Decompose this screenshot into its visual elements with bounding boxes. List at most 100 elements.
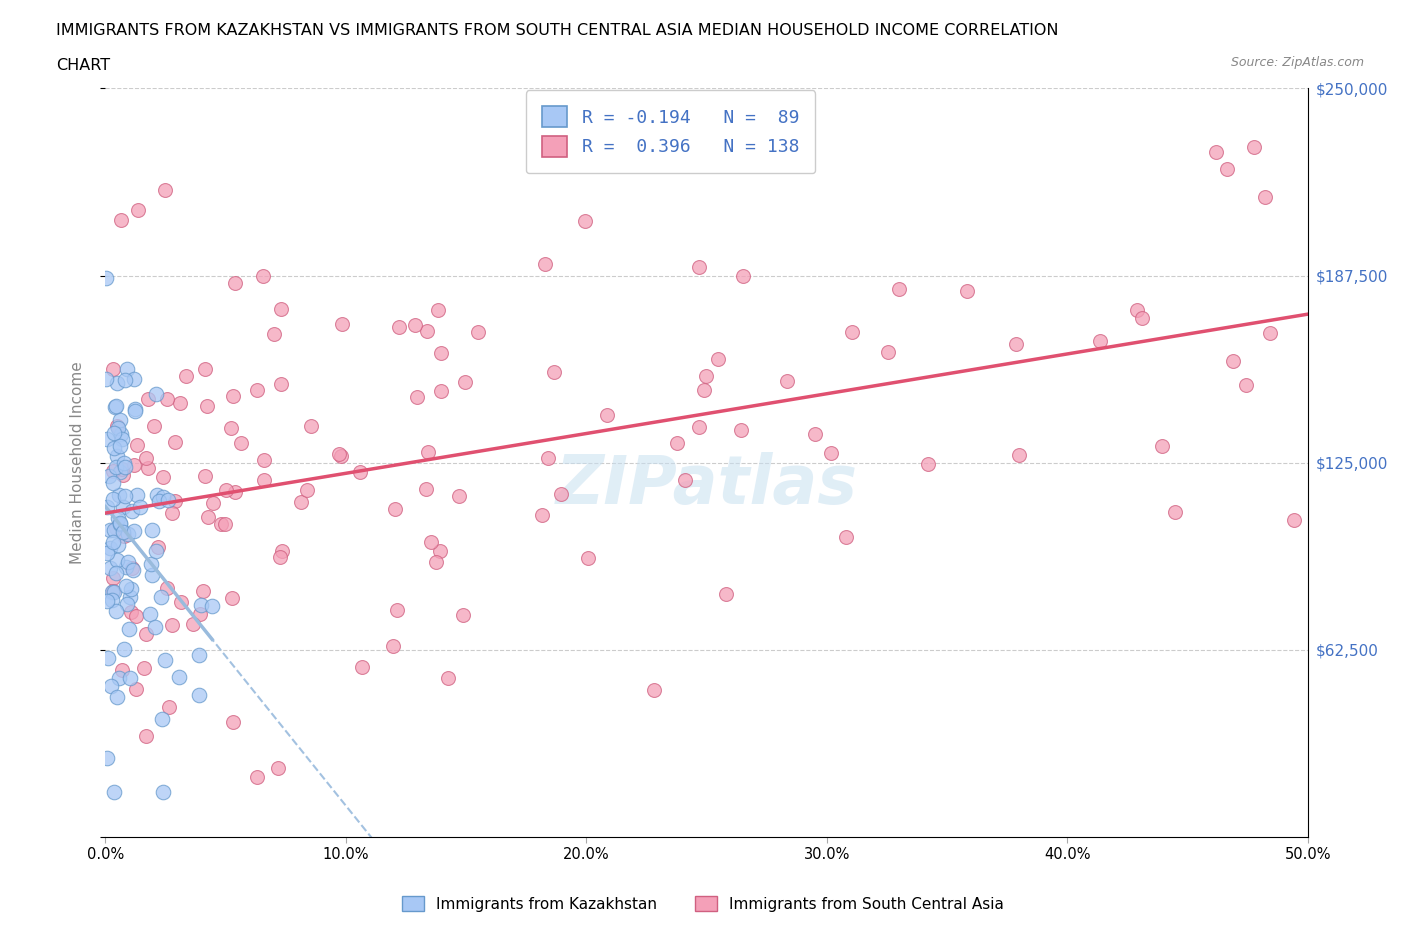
Point bbox=[103, 441, 125, 456]
Point bbox=[100, 678, 122, 693]
Point bbox=[1282, 512, 1305, 527]
Point bbox=[159, 699, 181, 714]
Point bbox=[666, 436, 689, 451]
Point bbox=[127, 203, 149, 218]
Point bbox=[887, 281, 910, 296]
Point bbox=[100, 561, 122, 576]
Point bbox=[114, 488, 136, 503]
Point bbox=[706, 352, 728, 366]
Point bbox=[643, 683, 665, 698]
Point bbox=[1164, 504, 1187, 519]
Point bbox=[330, 316, 353, 331]
Point bbox=[125, 682, 148, 697]
Point bbox=[222, 715, 245, 730]
Point bbox=[96, 751, 118, 765]
Point bbox=[246, 770, 269, 785]
Point bbox=[328, 446, 350, 461]
Point bbox=[139, 607, 162, 622]
Point bbox=[467, 325, 489, 339]
Point bbox=[688, 259, 710, 274]
Point bbox=[222, 389, 245, 404]
Point bbox=[115, 362, 138, 377]
Point bbox=[105, 565, 128, 580]
Legend: Immigrants from Kazakhstan, Immigrants from South Central Asia: Immigrants from Kazakhstan, Immigrants f… bbox=[396, 889, 1010, 918]
Point bbox=[98, 541, 121, 556]
Point bbox=[105, 552, 128, 567]
Point bbox=[135, 451, 157, 466]
Point bbox=[104, 399, 127, 414]
Point bbox=[246, 383, 269, 398]
Point bbox=[163, 435, 186, 450]
Point bbox=[197, 510, 219, 525]
Point bbox=[97, 650, 120, 665]
Point bbox=[157, 493, 180, 508]
Point bbox=[111, 432, 134, 446]
Point bbox=[1130, 311, 1153, 325]
Point bbox=[834, 529, 856, 544]
Point bbox=[1008, 447, 1031, 462]
Point bbox=[108, 515, 131, 530]
Point bbox=[876, 345, 898, 360]
Point bbox=[388, 320, 411, 335]
Point bbox=[692, 382, 714, 397]
Point bbox=[138, 392, 160, 406]
Point bbox=[101, 571, 124, 586]
Point bbox=[115, 578, 138, 593]
Point bbox=[108, 671, 131, 685]
Point bbox=[231, 435, 253, 450]
Point bbox=[263, 326, 285, 341]
Point bbox=[141, 522, 163, 537]
Point bbox=[418, 445, 440, 459]
Point bbox=[163, 494, 186, 509]
Point bbox=[111, 525, 134, 539]
Point bbox=[105, 521, 128, 536]
Point bbox=[105, 604, 128, 618]
Point bbox=[430, 346, 453, 361]
Point bbox=[188, 648, 211, 663]
Point bbox=[114, 459, 136, 474]
Point bbox=[105, 448, 128, 463]
Point bbox=[152, 489, 174, 504]
Point bbox=[956, 284, 979, 299]
Point bbox=[536, 450, 558, 465]
Point bbox=[195, 398, 218, 413]
Text: CHART: CHART bbox=[56, 58, 110, 73]
Point bbox=[122, 372, 145, 387]
Point bbox=[152, 785, 174, 800]
Point bbox=[295, 482, 318, 497]
Point bbox=[104, 460, 127, 475]
Point bbox=[124, 404, 146, 418]
Point bbox=[145, 544, 167, 559]
Point bbox=[415, 482, 437, 497]
Point bbox=[122, 524, 145, 538]
Point bbox=[112, 642, 135, 657]
Point bbox=[209, 517, 232, 532]
Point bbox=[266, 760, 288, 775]
Point bbox=[148, 494, 170, 509]
Point bbox=[148, 539, 170, 554]
Point bbox=[118, 671, 141, 685]
Point bbox=[141, 567, 163, 582]
Point bbox=[352, 659, 374, 674]
Point bbox=[135, 728, 157, 743]
Text: IMMIGRANTS FROM KAZAKHSTAN VS IMMIGRANTS FROM SOUTH CENTRAL ASIA MEDIAN HOUSEHOL: IMMIGRANTS FROM KAZAKHSTAN VS IMMIGRANTS… bbox=[56, 23, 1059, 38]
Point bbox=[108, 438, 131, 453]
Point bbox=[1243, 140, 1265, 154]
Point bbox=[416, 323, 439, 338]
Point bbox=[420, 534, 443, 549]
Point bbox=[120, 582, 142, 597]
Point bbox=[101, 584, 124, 599]
Point bbox=[1205, 144, 1227, 159]
Point bbox=[181, 617, 204, 631]
Point bbox=[224, 485, 246, 499]
Point bbox=[776, 374, 799, 389]
Point bbox=[160, 618, 183, 632]
Point bbox=[107, 488, 129, 503]
Point bbox=[153, 182, 176, 197]
Point bbox=[188, 606, 211, 621]
Point bbox=[105, 418, 128, 433]
Point bbox=[1258, 326, 1281, 340]
Point bbox=[190, 597, 212, 612]
Point bbox=[576, 551, 599, 565]
Point bbox=[101, 585, 124, 600]
